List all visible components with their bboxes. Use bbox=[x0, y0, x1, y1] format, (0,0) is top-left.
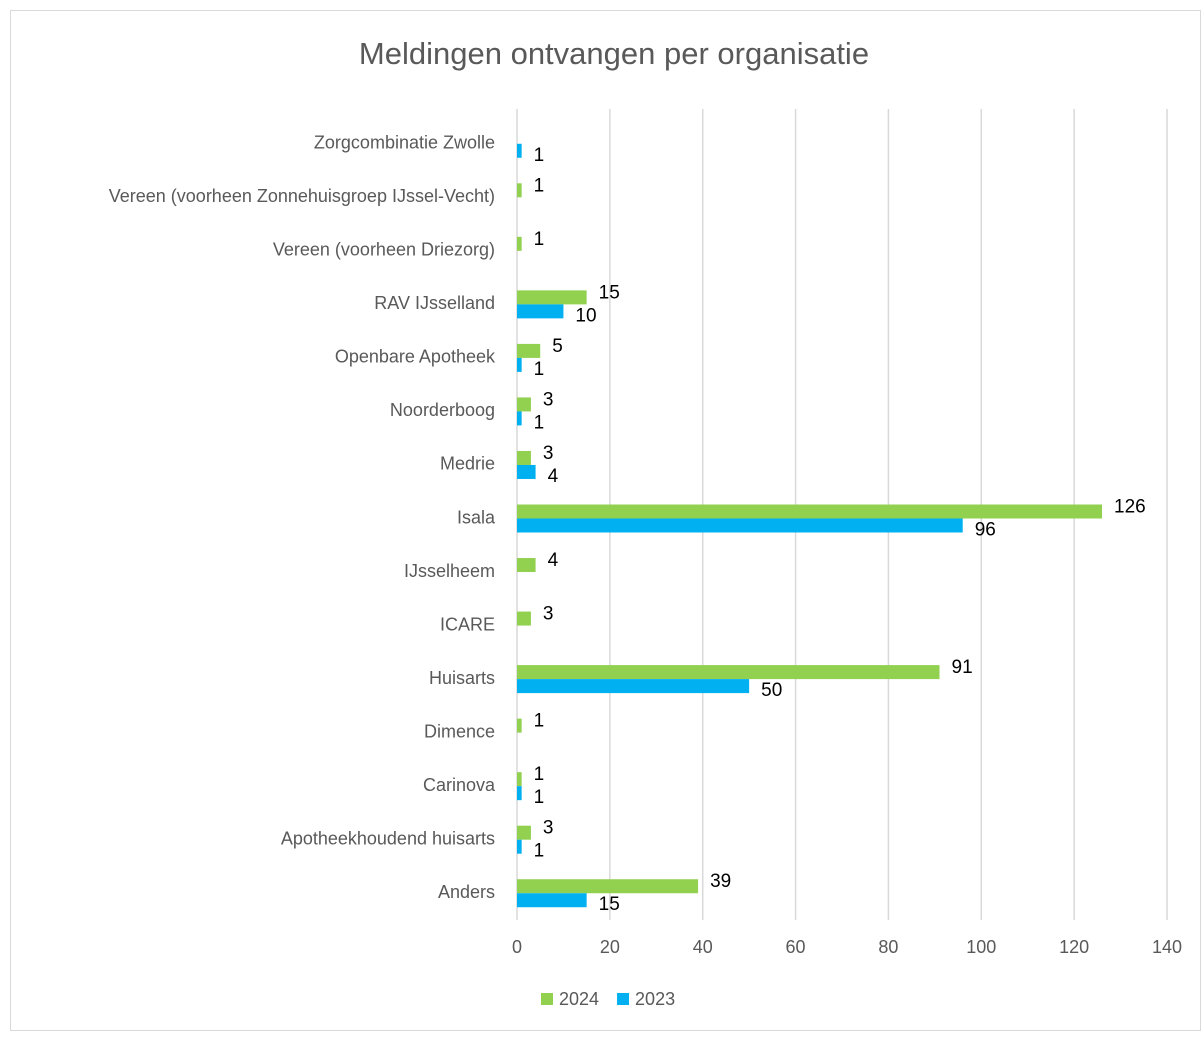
bar bbox=[517, 357, 522, 372]
data-label: 96 bbox=[975, 520, 996, 541]
bar bbox=[517, 236, 522, 251]
x-tick-label: 0 bbox=[512, 937, 522, 957]
y-tick-label: Apotheekhoudend huisarts bbox=[281, 828, 495, 848]
data-label: 1 bbox=[534, 764, 545, 785]
data-label: 15 bbox=[599, 282, 620, 303]
x-tick-label: 100 bbox=[966, 937, 996, 957]
bar bbox=[517, 718, 522, 733]
y-tick-label: Openbare Apotheek bbox=[335, 347, 496, 367]
data-label: 3 bbox=[543, 389, 554, 410]
y-tick-label: Isala bbox=[457, 507, 496, 527]
data-label: 91 bbox=[952, 657, 973, 678]
data-label: 1 bbox=[534, 787, 545, 808]
y-tick-label: Medrie bbox=[440, 454, 495, 474]
y-tick-label: RAV IJsselland bbox=[374, 293, 495, 313]
data-label: 1 bbox=[534, 412, 545, 433]
bar bbox=[517, 290, 587, 305]
bar bbox=[517, 611, 531, 626]
legend-label: 2023 bbox=[635, 989, 675, 1009]
x-tick-label: 60 bbox=[786, 937, 806, 957]
bar bbox=[517, 893, 587, 908]
y-tick-label: IJsselheem bbox=[404, 561, 495, 581]
bar bbox=[517, 518, 963, 533]
bar bbox=[517, 450, 531, 465]
legend-swatch bbox=[617, 993, 630, 1005]
bar bbox=[517, 839, 522, 854]
data-label: 1 bbox=[534, 145, 545, 166]
legend-swatch bbox=[541, 993, 553, 1005]
bar bbox=[517, 143, 522, 158]
bar bbox=[517, 679, 750, 694]
legend-label: 2024 bbox=[559, 989, 599, 1009]
x-tick-label: 20 bbox=[600, 937, 620, 957]
bar bbox=[517, 183, 522, 198]
y-tick-label: Noorderboog bbox=[390, 400, 495, 420]
data-label: 126 bbox=[1114, 497, 1146, 518]
bar bbox=[517, 772, 522, 787]
x-tick-label: 40 bbox=[693, 937, 713, 957]
y-tick-label: Vereen (voorheen Driezorg) bbox=[273, 240, 495, 260]
bar bbox=[517, 411, 522, 426]
data-label: 15 bbox=[599, 894, 620, 915]
data-label: 10 bbox=[575, 305, 596, 326]
data-label: 1 bbox=[534, 359, 545, 380]
data-label: 3 bbox=[543, 818, 554, 839]
x-tick-label: 140 bbox=[1152, 937, 1182, 957]
bar bbox=[517, 343, 541, 358]
bar bbox=[517, 665, 940, 680]
data-label: 5 bbox=[552, 336, 563, 357]
data-label: 3 bbox=[543, 443, 554, 464]
bar bbox=[517, 825, 531, 840]
y-tick-label: Anders bbox=[438, 882, 495, 902]
x-tick-label: 80 bbox=[878, 937, 898, 957]
bar bbox=[517, 397, 531, 412]
y-tick-label: Huisarts bbox=[429, 668, 495, 688]
y-tick-label: Dimence bbox=[424, 721, 495, 741]
data-label: 1 bbox=[534, 841, 545, 862]
data-label: 1 bbox=[534, 229, 545, 250]
data-label: 1 bbox=[534, 175, 545, 196]
y-tick-label: ICARE bbox=[440, 614, 495, 634]
x-tick-label: 120 bbox=[1059, 937, 1089, 957]
bar bbox=[517, 304, 564, 319]
data-label: 4 bbox=[548, 466, 559, 487]
data-label: 1 bbox=[534, 711, 545, 732]
bar bbox=[517, 879, 699, 894]
data-label: 50 bbox=[761, 680, 782, 701]
data-label: 39 bbox=[710, 871, 731, 892]
y-tick-label: Carinova bbox=[423, 775, 496, 795]
y-tick-label: Vereen (voorheen Zonnehuisgroep IJssel-V… bbox=[109, 186, 495, 206]
y-tick-label: Zorgcombinatie Zwolle bbox=[314, 133, 495, 153]
bar bbox=[517, 786, 522, 801]
data-label: 4 bbox=[548, 550, 559, 571]
bar bbox=[517, 504, 1102, 519]
chart-title: Meldingen ontvangen per organisatie bbox=[359, 36, 869, 71]
bar bbox=[517, 464, 536, 479]
data-label: 3 bbox=[543, 604, 554, 625]
bar bbox=[517, 558, 536, 573]
